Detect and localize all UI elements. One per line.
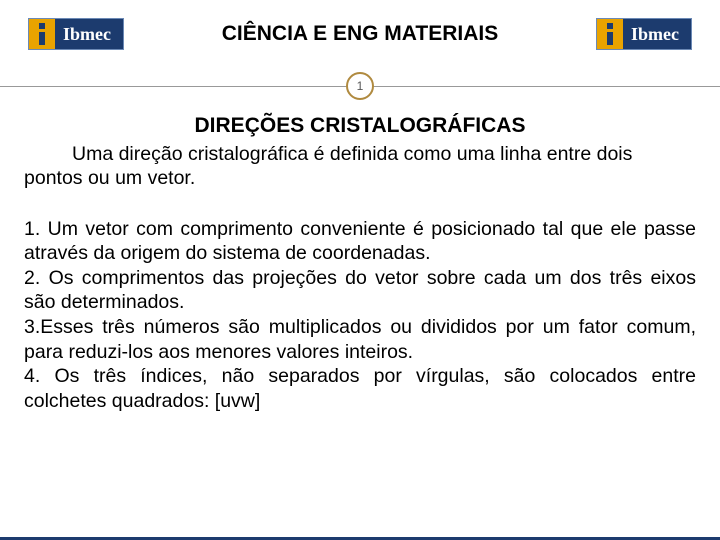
logo-i-icon bbox=[597, 19, 623, 49]
step-2: 2. Os comprimentos das projeções do veto… bbox=[24, 266, 696, 315]
logo-right: Ibmec bbox=[596, 18, 692, 50]
section-title: DIREÇÕES CRISTALOGRÁFICAS bbox=[24, 114, 696, 138]
logo-left: Ibmec bbox=[28, 18, 124, 50]
logo-text-left: Ibmec bbox=[55, 19, 123, 49]
slide: Ibmec CIÊNCIA E ENG MATERIAIS Ibmec 1 DI… bbox=[0, 0, 720, 540]
step-3: 3.Esses três números são multiplicados o… bbox=[24, 315, 696, 364]
divider: 1 bbox=[0, 72, 720, 100]
intro-paragraph: Uma direção cristalográfica é definida c… bbox=[24, 142, 696, 191]
step-1: 1. Um vetor com comprimento conveniente … bbox=[24, 217, 696, 266]
page-number: 1 bbox=[357, 79, 364, 93]
logo-text-right: Ibmec bbox=[623, 19, 691, 49]
content: DIREÇÕES CRISTALOGRÁFICAS Uma direção cr… bbox=[0, 100, 720, 413]
page-number-circle: 1 bbox=[346, 72, 374, 100]
step-4: 4. Os três índices, não separados por ví… bbox=[24, 364, 696, 413]
steps-list: 1. Um vetor com comprimento conveniente … bbox=[24, 217, 696, 414]
logo-i-icon bbox=[29, 19, 55, 49]
header-row: Ibmec CIÊNCIA E ENG MATERIAIS Ibmec bbox=[0, 0, 720, 50]
course-title: CIÊNCIA E ENG MATERIAIS bbox=[124, 22, 596, 46]
